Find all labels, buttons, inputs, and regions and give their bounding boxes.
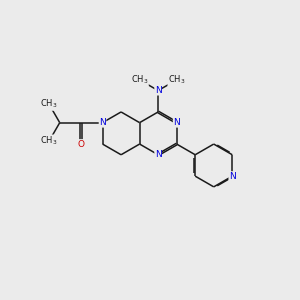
Text: CH$_3$: CH$_3$ [131, 74, 148, 86]
Text: O: O [78, 140, 85, 148]
Text: CH$_3$: CH$_3$ [40, 98, 58, 110]
Text: N: N [155, 150, 161, 159]
Text: CH$_3$: CH$_3$ [40, 135, 58, 147]
Text: N: N [229, 172, 236, 181]
Text: N: N [155, 86, 161, 95]
Text: CH$_3$: CH$_3$ [168, 74, 185, 86]
Text: N: N [173, 118, 180, 127]
Text: N: N [99, 118, 106, 127]
